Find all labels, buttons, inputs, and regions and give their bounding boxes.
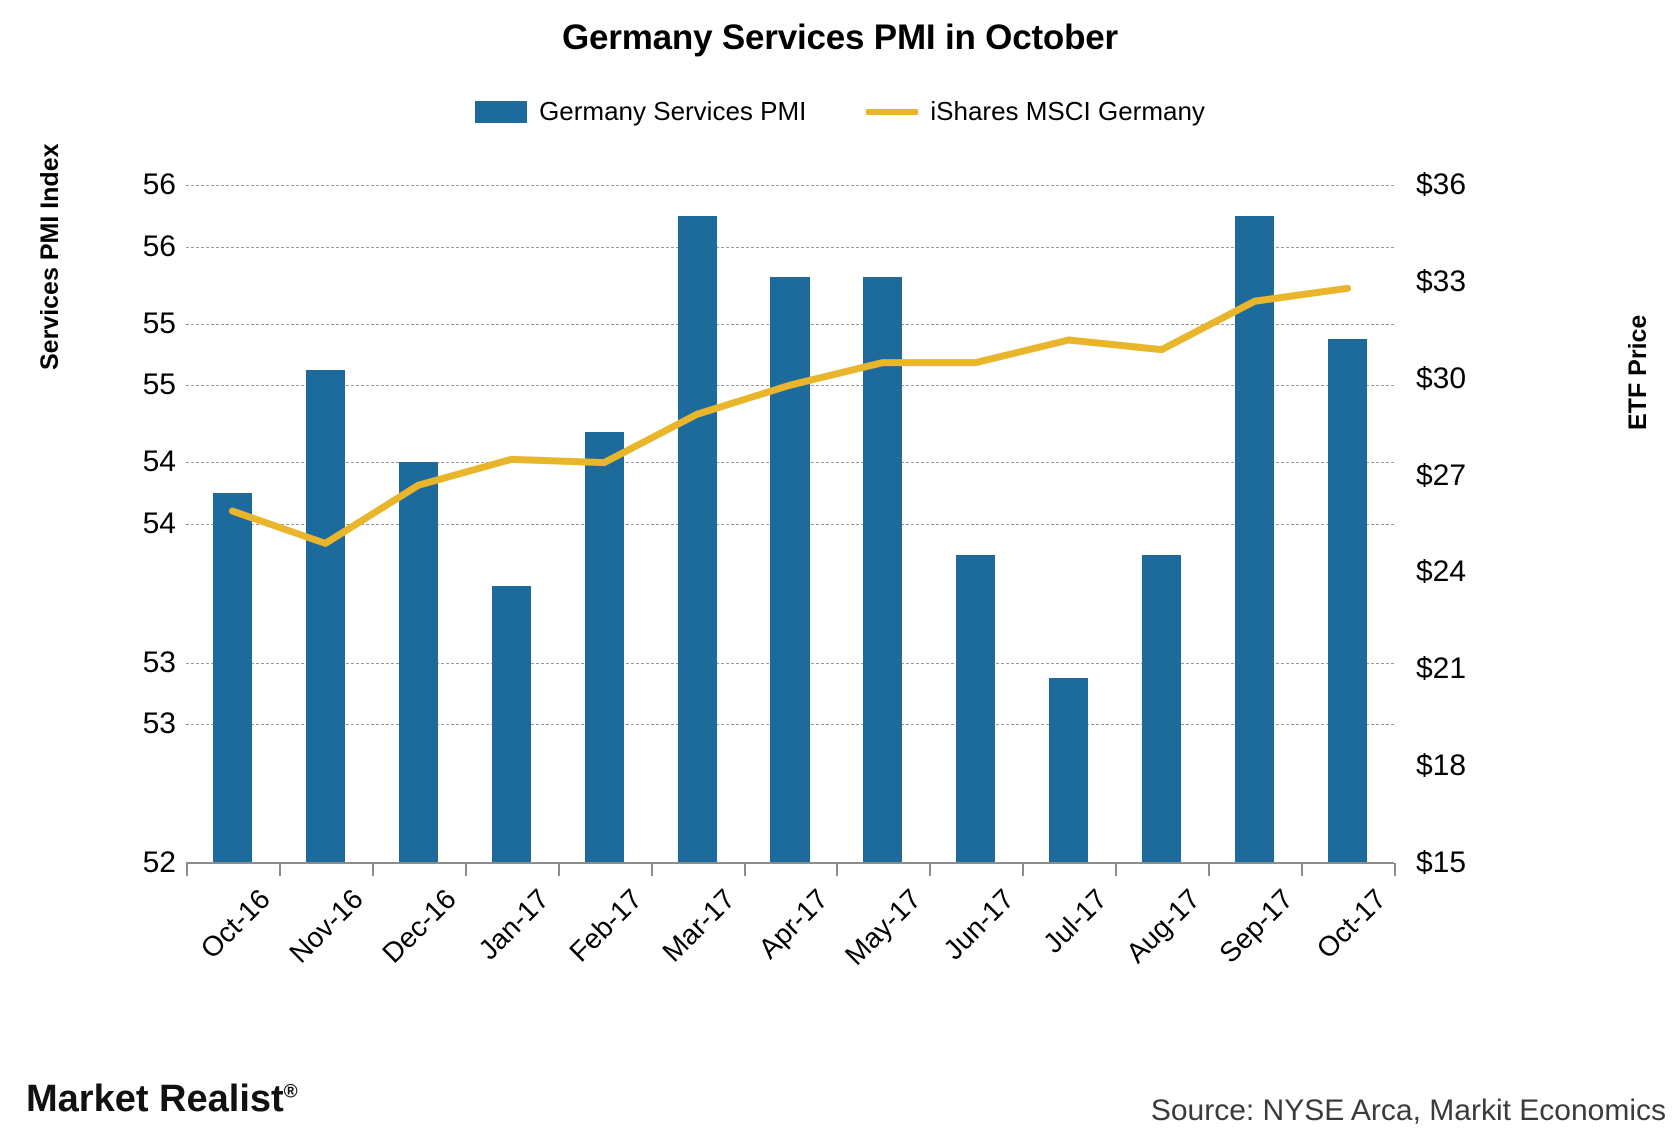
market-realist-logo: Market Realist® <box>26 1078 298 1121</box>
bar[interactable] <box>584 431 624 863</box>
x-axis-tick <box>836 863 839 876</box>
y-axis-left-tick-label: 54 <box>142 507 176 540</box>
y-axis-left-tick-label: 55 <box>142 306 176 340</box>
x-axis-tick <box>278 863 281 876</box>
bar[interactable] <box>770 277 810 863</box>
legend-line-swatch-icon <box>866 108 919 115</box>
chart-legend: Germany Services PMI iShares MSCI German… <box>0 96 1680 127</box>
x-axis-tick <box>1394 863 1396 876</box>
legend-label-germany-services-pmi: Germany Services PMI <box>539 96 807 126</box>
y-axis-title-right: ETF Price <box>1624 314 1652 430</box>
legend-item-germany-services-pmi[interactable]: Germany Services PMI <box>475 96 806 127</box>
x-axis-tick <box>1301 863 1304 876</box>
x-axis-tick <box>1208 863 1211 876</box>
x-axis-tick <box>743 863 746 876</box>
page-title: Germany Services PMI in October <box>562 18 1118 57</box>
bar[interactable] <box>1328 339 1368 863</box>
y-axis-right-tick-label: $27 <box>1416 458 1467 492</box>
bar[interactable] <box>863 277 903 863</box>
y-axis-right-tick-label: $15 <box>1416 846 1467 879</box>
bar[interactable] <box>1142 554 1182 863</box>
bar[interactable] <box>491 585 531 863</box>
gridline <box>186 246 1394 248</box>
legend-item-ishares-msci-germany[interactable]: iShares MSCI Germany <box>866 96 1205 127</box>
y-axis-right-tick-label: $21 <box>1416 652 1467 686</box>
source-attribution: Source: NYSE Arca, Markit Economics <box>1150 1094 1666 1127</box>
bar[interactable] <box>956 554 996 863</box>
y-axis-left-tick-label: 54 <box>142 445 176 479</box>
x-axis-tick <box>1022 863 1025 876</box>
x-axis-tick <box>1115 863 1118 876</box>
gridline <box>186 185 1394 186</box>
bar[interactable] <box>212 493 252 863</box>
y-axis-left-tick-label: 55 <box>142 368 176 402</box>
bar[interactable] <box>1235 215 1275 863</box>
y-axis-right-tick-label: $18 <box>1416 749 1467 783</box>
bar[interactable] <box>305 369 345 863</box>
registered-mark-icon: ® <box>283 1081 298 1103</box>
x-axis-line <box>186 862 1394 864</box>
x-axis-tick <box>650 863 653 876</box>
y-axis-right-tick-label: $33 <box>1416 264 1467 298</box>
legend-bar-swatch-icon <box>475 100 528 123</box>
plot-area <box>186 185 1396 876</box>
y-axis-right-tick-label: $24 <box>1416 555 1467 589</box>
y-axis-left-tick-label: 56 <box>142 168 176 201</box>
y-axis-left-tick-label: 52 <box>142 846 176 879</box>
line-series-ishares-msci-germany <box>228 284 1352 547</box>
logo-text: Market Realist <box>26 1078 284 1120</box>
y-axis-right-tick-label: $36 <box>1416 168 1467 201</box>
bar[interactable] <box>677 215 717 863</box>
x-axis-tick <box>371 863 374 876</box>
bar[interactable] <box>398 462 438 863</box>
bar[interactable] <box>1049 678 1089 863</box>
y-axis-left-tick-label: 53 <box>142 707 176 741</box>
legend-label-ishares-msci-germany: iShares MSCI Germany <box>930 96 1205 126</box>
plot-inner <box>186 185 1396 876</box>
x-axis-tick <box>557 863 560 876</box>
y-axis-right-tick-label: $30 <box>1416 361 1467 395</box>
x-axis-tick <box>464 863 467 876</box>
x-axis-tick <box>186 863 188 876</box>
line-path <box>228 284 1352 547</box>
x-axis-tick <box>929 863 932 876</box>
y-axis-left-tick-label: 56 <box>142 229 176 263</box>
y-axis-left-tick-label: 53 <box>142 645 176 679</box>
